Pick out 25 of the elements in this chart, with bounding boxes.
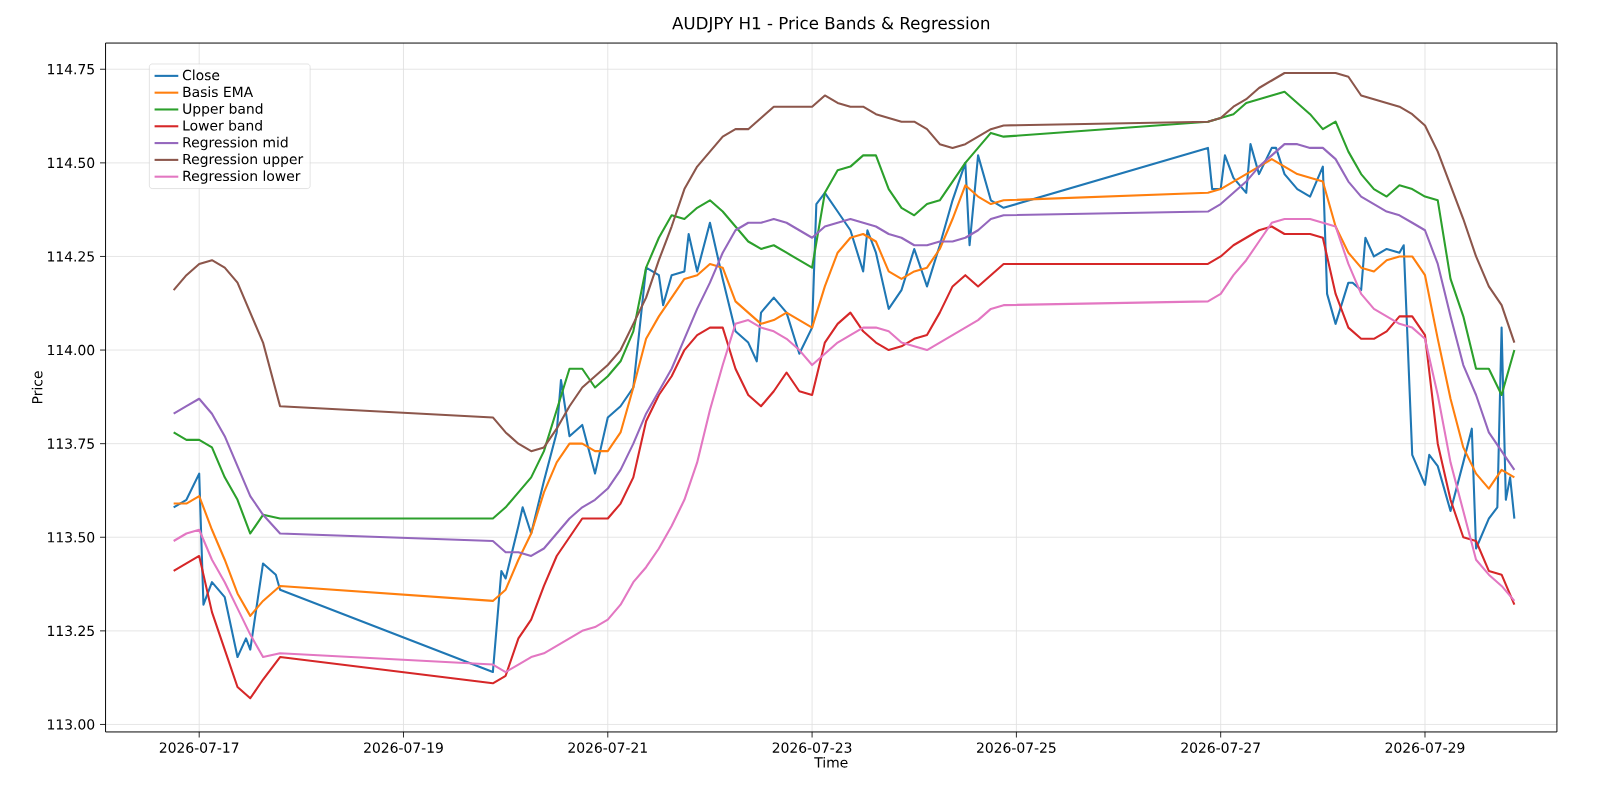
legend-label: Regression upper — [183, 153, 304, 168]
x-tick-label: 2026-07-19 — [364, 742, 443, 753]
x-tick-label: 2026-07-21 — [568, 742, 647, 753]
x-tick-label: 2026-07-29 — [1385, 742, 1465, 753]
chart-title: AUDJPY H1 - Price Bands & Regression — [672, 16, 990, 33]
x-axis-title: Time — [814, 756, 848, 768]
y-tick-label: 113.75 — [48, 438, 94, 449]
y-tick-label: 113.00 — [48, 719, 95, 730]
y-axis-title: Price — [31, 371, 43, 404]
x-tick-label: 2026-07-27 — [1181, 742, 1260, 753]
x-tick-label: 2026-07-17 — [159, 742, 239, 753]
legend-label: Close — [182, 69, 220, 81]
y-tick-label: 113.50 — [48, 531, 95, 543]
y-tick-label: 114.00 — [48, 344, 95, 356]
y-tick-label: 114.25 — [48, 251, 94, 262]
y-tick-label: 114.75 — [48, 64, 94, 75]
legend-label: Basis EMA — [183, 86, 254, 98]
legend-label: Regression lower — [183, 170, 301, 184]
x-tick-label: 2026-07-25 — [977, 742, 1056, 753]
legend-label: Upper band — [183, 103, 263, 117]
y-tick-label: 114.50 — [48, 157, 95, 169]
legend-label: Lower band — [183, 119, 262, 131]
legend-label: Regression mid — [183, 136, 288, 151]
x-tick-label: 2026-07-23 — [772, 742, 852, 753]
y-tick-label: 113.25 — [48, 625, 94, 637]
